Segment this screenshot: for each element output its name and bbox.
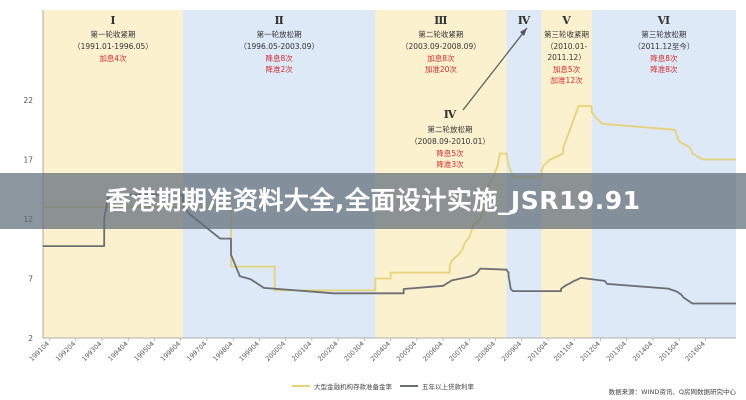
period-title-VI: 第三轮放松期 <box>641 29 686 39</box>
x-tick-label: 200604 <box>421 340 444 363</box>
source-note: 数据来源：WIND资讯、Q房网数据研究中心 <box>609 387 737 396</box>
period-roman-IV: Ⅳ <box>444 108 457 121</box>
x-tick-label: 199804 <box>211 340 234 363</box>
period-op-IV-0: 降息5次 <box>436 148 464 158</box>
period-range-III: （2003.09-2008.09） <box>401 42 481 51</box>
annotation-arrow-head <box>520 28 527 36</box>
period-range-II: （1996.05-2003.09） <box>239 42 319 51</box>
period-annotations: Ⅰ 第一轮收紧期 （1991.01-1996.05） 加息4次 Ⅱ 第一轮放松期 （1996… <box>73 14 694 169</box>
legend-label-0: 大型金融机构存款准备金率 <box>314 382 393 391</box>
period-roman-I: Ⅰ <box>110 14 115 27</box>
x-tick-label: 200204 <box>316 340 339 363</box>
x-tick-label: 200804 <box>474 340 497 363</box>
y-tick-label: 7 <box>28 275 33 284</box>
x-tick-label: 199704 <box>185 340 208 363</box>
chart-legend: 大型金融机构存款准备金率 五年以上贷款利率数据来源：WIND资讯、Q房网数据研究中… <box>292 382 736 396</box>
x-tick-label: 200304 <box>343 340 366 363</box>
period-op-III-1: 加准20次 <box>425 64 458 74</box>
title-banner <box>0 173 746 229</box>
x-tick-label: 201404 <box>631 340 654 363</box>
x-tick-label: 200904 <box>500 340 523 363</box>
x-tick-label: 201504 <box>657 340 680 363</box>
y-tick-label: 17 <box>23 156 33 165</box>
x-tick-label: 199604 <box>159 340 182 363</box>
period-range-VI: （2011.12至今） <box>633 41 694 51</box>
x-tick-label: 200404 <box>369 340 392 363</box>
x-tick-label: 199504 <box>133 340 156 363</box>
period-op-III-0: 加息8次 <box>427 53 455 63</box>
annotation-arrow-line <box>462 27 528 111</box>
x-tick-label: 201304 <box>605 340 628 363</box>
x-tick-label: 200104 <box>290 340 313 363</box>
series-line-0 <box>43 105 736 292</box>
x-tick-label: 200704 <box>447 340 470 363</box>
x-tick-label: 200004 <box>264 340 287 363</box>
x-tick-label: 199904 <box>238 340 261 363</box>
x-tick-label: 199204 <box>54 340 77 363</box>
period-op-II-1: 降准2次 <box>265 64 293 74</box>
x-tick-label: 200504 <box>395 340 418 363</box>
x-tick-label: 201004 <box>526 340 549 363</box>
x-tick-label: 199104 <box>28 340 51 363</box>
period-range-IV: （2008.09-2010.01） <box>410 137 490 146</box>
period-op-V-0: 加息5次 <box>553 64 581 74</box>
x-tick-label: 201104 <box>552 340 575 363</box>
period-roman-III: Ⅲ <box>434 14 447 27</box>
period-op-I-0: 加息4次 <box>99 53 127 63</box>
x-tick-label: 199404 <box>106 340 129 363</box>
period-title-V: 第三轮收紧期 <box>544 29 589 39</box>
period-op-IV-1: 降准3次 <box>436 159 464 169</box>
period-roman-IV-top: Ⅳ <box>518 14 531 27</box>
period-title-IV: 第二轮放松期 <box>428 124 473 134</box>
period-op-V-1: 加准12次 <box>551 75 584 85</box>
period-roman-V: Ⅴ <box>561 14 571 27</box>
period-roman-II: Ⅱ <box>274 14 283 27</box>
x-tick-label: 201204 <box>579 340 602 363</box>
page-title: 香港期期准资料大全,全面设计实施_JSR19.91 <box>105 186 641 215</box>
period-op-VI-0: 降息8次 <box>650 53 678 63</box>
y-tick-label: 2 <box>28 334 33 343</box>
x-tick-label: 199304 <box>80 340 103 363</box>
period-op-VI-1: 降准8次 <box>650 64 678 74</box>
period-roman-VI: Ⅵ <box>657 14 671 27</box>
period-title-III: 第二轮收紧期 <box>418 29 463 39</box>
period-title-I: 第一轮收紧期 <box>90 29 135 39</box>
legend-label-1: 五年以上贷款利率 <box>422 382 475 391</box>
period-range-V-b: 2011.12） <box>547 53 586 62</box>
y-tick-label: 22 <box>23 96 33 105</box>
period-range-I: （1991.01-1996.05） <box>73 42 153 51</box>
x-tick-label: 201604 <box>684 340 707 363</box>
period-title-II: 第一轮放松期 <box>257 29 302 39</box>
period-op-II-0: 降息8次 <box>265 53 293 63</box>
period-range-V-a: （2010.01- <box>546 42 588 51</box>
